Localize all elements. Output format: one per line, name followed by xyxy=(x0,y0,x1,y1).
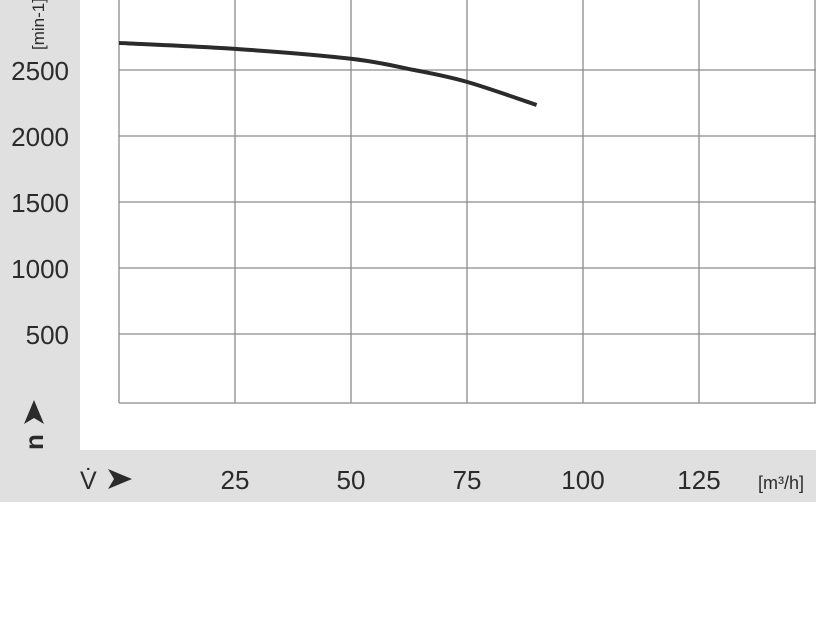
x-tick-labels: 25 50 75 100 125 xyxy=(221,465,721,495)
series-line xyxy=(118,40,538,107)
y-tick-label: 1000 xyxy=(11,254,69,284)
y-tick-label: 500 xyxy=(26,320,69,350)
y-unit-label: [min-1] xyxy=(29,0,48,50)
x-unit-label: [m³/h] xyxy=(758,473,804,493)
x-tick-label: 125 xyxy=(677,465,720,495)
y-tick-labels: 500 1000 1500 2000 2500 xyxy=(11,56,69,350)
y-axis-label: n xyxy=(19,400,49,450)
arrow-up-icon xyxy=(24,400,44,424)
y-axis-band xyxy=(0,0,80,452)
y-tick-label: 2000 xyxy=(11,122,69,152)
y-tick-label: 2500 xyxy=(11,56,69,86)
x-tick-label: 50 xyxy=(337,465,366,495)
x-tick-label: 25 xyxy=(221,465,250,495)
x-axis-label: V̇ xyxy=(80,466,132,495)
arrow-right-icon xyxy=(108,469,132,489)
x-tick-label: 75 xyxy=(453,465,482,495)
y-axis-label-text: n xyxy=(19,434,49,450)
x-axis-label-text: V̇ xyxy=(80,466,97,495)
y-tick-label: 1500 xyxy=(11,188,69,218)
x-tick-label: 100 xyxy=(561,465,604,495)
grid xyxy=(118,0,816,404)
x-axis-band xyxy=(0,450,816,502)
